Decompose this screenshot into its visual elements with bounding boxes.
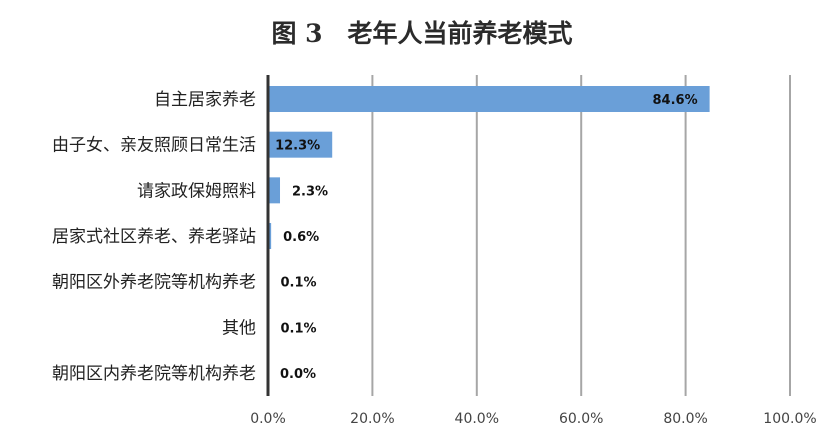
x-tick-label-4: 80.0% — [663, 411, 707, 427]
bar-2 — [268, 177, 281, 204]
category-label-2: 请家政保姆照料 — [137, 181, 256, 201]
category-label-3: 居家式社区养老、养老驿站 — [52, 227, 256, 247]
x-tick-label-0: 0.0% — [250, 411, 286, 427]
data-label-3: 0.6% — [283, 230, 319, 245]
chart-title: 图 3 老年人当前养老模式 — [271, 19, 572, 48]
x-tick-label-1: 20.0% — [350, 411, 394, 427]
x-tick-labels: 0.0% 20.0% 40.0% 60.0% 80.0% 100.0% — [250, 411, 816, 427]
category-label-5: 其他 — [222, 318, 256, 338]
data-label-0: 84.6% — [653, 93, 698, 108]
gridlines — [371, 75, 791, 396]
bar-3 — [268, 223, 272, 250]
category-label-4: 朝阳区外养老院等机构养老 — [52, 273, 256, 293]
category-label-6: 朝阳区内养老院等机构养老 — [52, 364, 256, 384]
bar-1 — [268, 131, 333, 158]
category-labels: 自主居家养老由子女、亲友照顾日常生活请家政保姆照料居家式社区养老、养老驿站朝阳区… — [52, 90, 256, 384]
data-label-2: 2.3% — [292, 184, 328, 199]
data-label-1: 12.3% — [275, 139, 320, 154]
bars — [268, 86, 710, 341]
data-labels: 84.6% 12.3% 2.3% 0.6% 0.1% 0.1% 0.0% — [275, 93, 698, 382]
x-tick-label-2: 40.0% — [455, 411, 499, 427]
category-label-0: 自主居家养老 — [154, 90, 256, 110]
data-label-4: 0.1% — [281, 276, 317, 291]
x-tick-label-3: 60.0% — [559, 411, 603, 427]
category-label-1: 由子女、亲友照顾日常生活 — [52, 136, 256, 156]
x-tick-label-5: 100.0% — [763, 411, 816, 427]
data-label-6: 0.0% — [280, 367, 316, 382]
bar-0 — [268, 86, 710, 112]
data-label-5: 0.1% — [281, 321, 317, 336]
